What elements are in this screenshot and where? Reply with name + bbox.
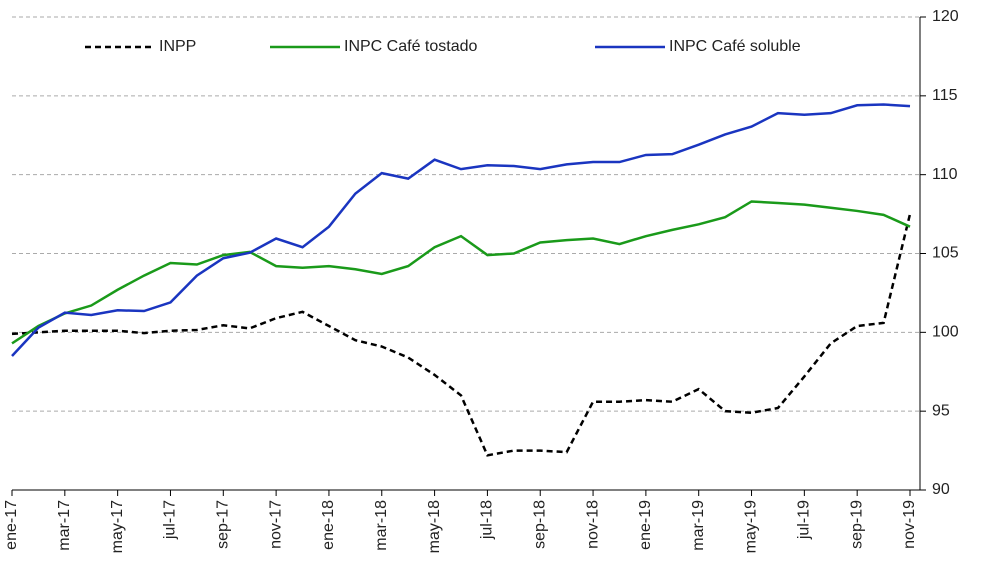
x-tick-label: jul-17 (162, 500, 179, 540)
legend-label: INPC Café tostado (344, 38, 478, 55)
line-series (11, 200, 911, 345)
legend-label: INPP (159, 38, 196, 55)
x-tick-label: may-18 (426, 500, 443, 553)
x-tick-label: sep-19 (848, 500, 865, 549)
y-tick-label: 90 (932, 481, 950, 498)
x-tick-label: may-17 (109, 500, 126, 553)
y-tick-label: 115 (932, 87, 958, 104)
x-tick-label: ene-18 (320, 500, 337, 550)
y-tick-label: 95 (932, 402, 950, 419)
legend-label: INPC Café soluble (669, 38, 801, 55)
y-tick-label: 100 (932, 324, 959, 341)
x-tick-label: sep-18 (531, 500, 548, 549)
y-tick-label: 110 (932, 166, 958, 183)
x-tick-label: jul-18 (479, 500, 496, 540)
line-series (11, 103, 911, 357)
x-tick-label: ene-17 (3, 500, 20, 550)
line-series (11, 213, 912, 457)
x-tick-label: nov-19 (901, 500, 918, 549)
x-tick-label: mar-18 (373, 500, 390, 551)
y-tick-label: 120 (932, 8, 959, 25)
x-tick-label: sep-17 (215, 500, 232, 549)
y-tick-label: 105 (932, 245, 959, 262)
x-tick-label: nov-17 (267, 500, 284, 549)
x-tick-label: mar-19 (690, 500, 707, 551)
x-tick-label: mar-17 (56, 500, 73, 551)
x-tick-label: jul-19 (796, 500, 813, 540)
x-tick-label: may-19 (743, 500, 760, 553)
x-tick-label: ene-19 (637, 500, 654, 550)
x-tick-label: nov-18 (584, 500, 601, 549)
